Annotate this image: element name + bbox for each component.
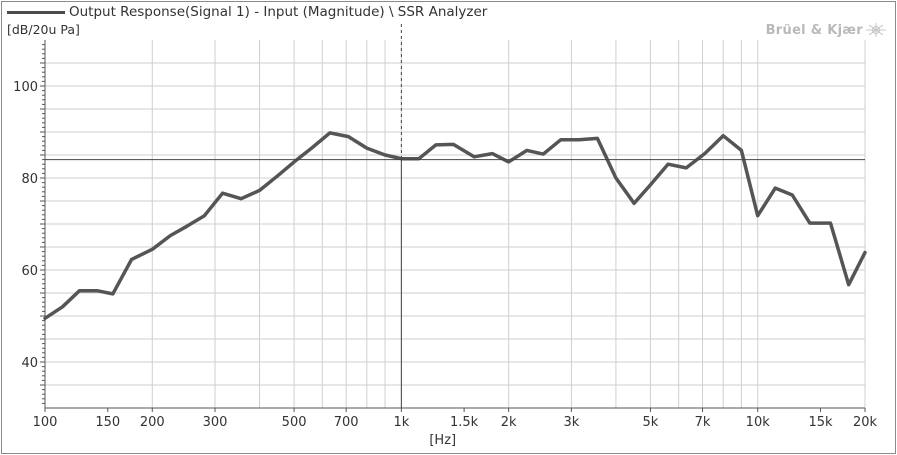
brand-wordmark: Brüel & Kjær [765, 23, 863, 38]
x-tick-label: 300 [203, 415, 228, 430]
y-tick-label: 80 [21, 172, 38, 187]
legend[interactable]: Output Response(Signal 1) - Input (Magni… [7, 3, 487, 21]
x-tick-label: 1k [393, 415, 409, 430]
x-tick-label: 20k [853, 415, 878, 430]
y-axis-unit-label: [dB/20u Pa] [7, 22, 80, 37]
y-tick-label: 100 [13, 80, 38, 95]
y-tick-label: 40 [21, 356, 38, 371]
x-tick-label: 3k [563, 415, 579, 430]
x-tick-label: 2k [501, 415, 517, 430]
x-tick-label: 15k [808, 415, 833, 430]
cursor-lines [45, 24, 865, 408]
x-tick-label: 7k [695, 415, 711, 430]
x-tick-label: 10k [746, 415, 771, 430]
legend-line-swatch [7, 10, 65, 14]
tick-labels: 100 150 200 300 500 700 1k 1.5k 2k 3k 5k 7k 10k 15k 20… [13, 80, 877, 448]
axes [40, 40, 866, 412]
series-layer [43, 131, 867, 321]
x-tick-label: 100 [33, 415, 58, 430]
x-tick-label: 500 [282, 415, 307, 430]
legend-label: Output Response(Signal 1) - Input (Magni… [69, 4, 488, 20]
x-tick-label: 5k [643, 415, 659, 430]
series-line [43, 131, 867, 321]
y-tick-label: 60 [21, 264, 38, 279]
x-tick-label: 150 [95, 415, 120, 430]
x-tick-label: 700 [334, 415, 359, 430]
brand-logo-icon [866, 23, 886, 37]
x-tick-label: 200 [140, 415, 165, 430]
grid-lines [44, 40, 866, 408]
x-tick-label: 1.5k [450, 415, 479, 430]
x-axis-label: [Hz] [429, 433, 456, 448]
